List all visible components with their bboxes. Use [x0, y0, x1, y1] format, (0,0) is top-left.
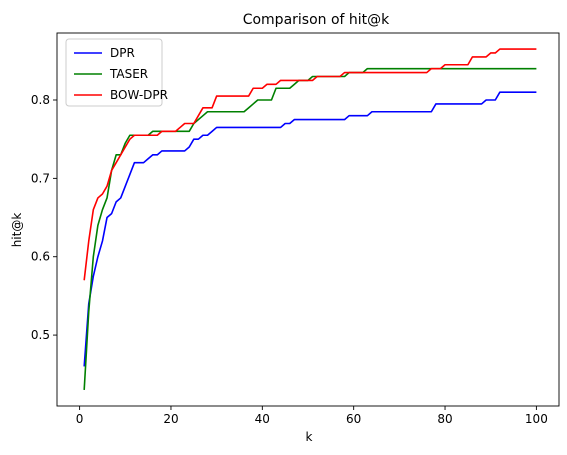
legend-entry: BOW-DPR — [110, 88, 168, 102]
x-tick-label: 80 — [437, 412, 452, 426]
x-tick-label: 40 — [255, 412, 270, 426]
legend-entry: DPR — [110, 46, 135, 60]
plot-area: 0 20 40 60 80 100 0.5 0.6 0.7 0.8 DPR TASER BOW-DPR — [31, 32, 560, 426]
legend-entry: TASER — [109, 67, 148, 81]
y-tick-label: 0.7 — [31, 171, 50, 185]
y-tick-label: 0.5 — [31, 328, 50, 342]
x-tick-label: 60 — [346, 412, 361, 426]
x-tick-label: 20 — [163, 412, 178, 426]
y-tick-label: 0.6 — [31, 250, 50, 264]
y-tick-label: 0.8 — [31, 93, 50, 107]
chart-title: Comparison of hit@k — [243, 12, 390, 28]
legend-box — [65, 38, 163, 107]
axes-frame — [56, 32, 560, 407]
series-line-bow-dpr — [83, 48, 537, 281]
x-tick-label: 0 — [76, 412, 84, 426]
y-axis-label: hit@k — [10, 213, 24, 248]
x-axis-label: k — [306, 430, 313, 444]
x-tick-label: 100 — [525, 412, 548, 426]
series-line-taser — [83, 67, 537, 390]
series-line-dpr — [83, 91, 537, 367]
